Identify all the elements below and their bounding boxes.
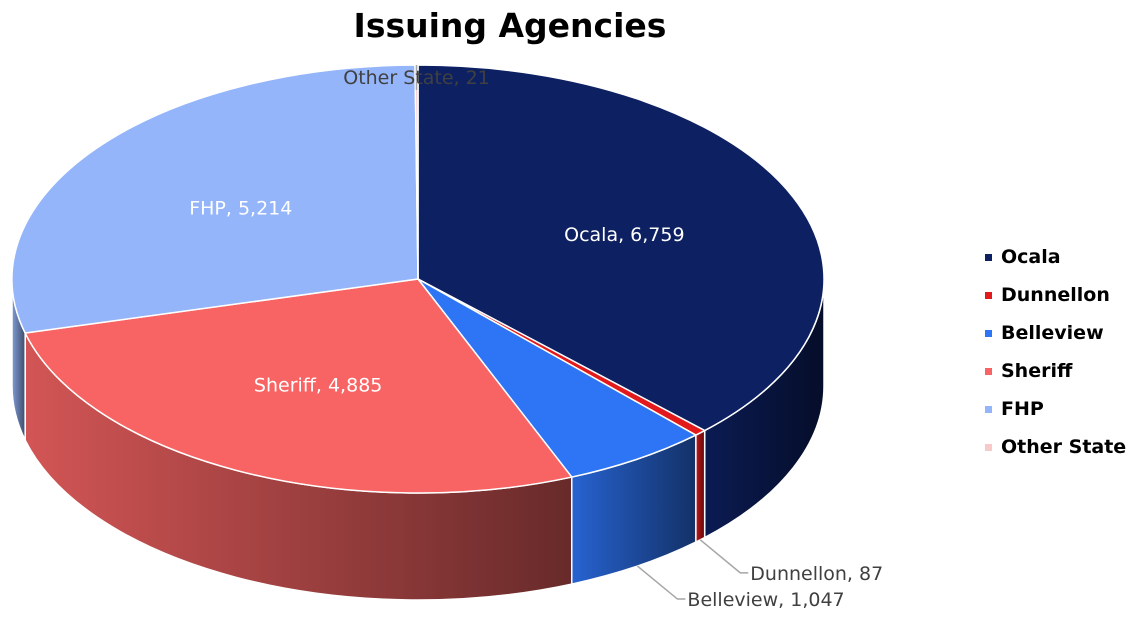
legend-item-fhp[interactable]: FHP [985,390,1126,428]
data-label-dunnellon: Dunnellon, 87 [750,563,883,585]
legend-label: Ocala [1001,246,1061,268]
data-label-fhp: FHP, 5,214 [189,197,292,219]
legend-swatch [985,443,992,451]
leader-line-dunnellon [699,539,749,574]
pie-side-dunnellon [695,429,706,544]
legend-label: Dunnellon [1001,284,1110,306]
legend-swatch [985,253,992,261]
pie-slice-other-state[interactable] [414,64,419,280]
legend-swatch [985,367,992,375]
legend-swatch [985,405,992,413]
legend-swatch [985,291,992,299]
pie-slice-fhp[interactable] [11,64,419,334]
legend-swatch [985,329,992,337]
pie-slice-sheriff[interactable] [24,278,574,494]
legend: Ocala Dunnellon Belleview Sheriff FHP Other S… [985,238,1126,466]
legend-item-other-state[interactable]: Other State [985,428,1126,466]
legend-item-belleview[interactable]: Belleview [985,314,1126,352]
pie-slice-ocala[interactable] [417,64,825,432]
pie-sides [11,278,825,601]
leader-line-belleview [636,565,686,600]
pie-leaders [415,65,749,600]
legend-label: Other State [1001,436,1127,458]
legend-item-sheriff[interactable]: Sheriff [985,352,1126,390]
data-label-other-state: Other State, 21 [343,67,490,89]
pie-tops [11,64,825,494]
data-label-belleview: Belleview, 1,047 [687,589,844,611]
legend-item-dunnellon[interactable]: Dunnellon [985,276,1126,314]
chart-title: Issuing Agencies [353,6,667,45]
legend-label: FHP [1001,398,1044,420]
legend-item-ocala[interactable]: Ocala [985,238,1126,276]
data-label-ocala: Ocala, 6,759 [564,224,684,246]
pie-labels: Ocala, 6,759 Dunnellon, 87 Belleview, 1,04… [189,67,883,611]
data-label-sheriff: Sheriff, 4,885 [254,374,382,396]
legend-label: Belleview [1001,322,1104,344]
legend-label: Sheriff [1001,360,1073,382]
pie-slice-belleview[interactable] [417,278,698,478]
